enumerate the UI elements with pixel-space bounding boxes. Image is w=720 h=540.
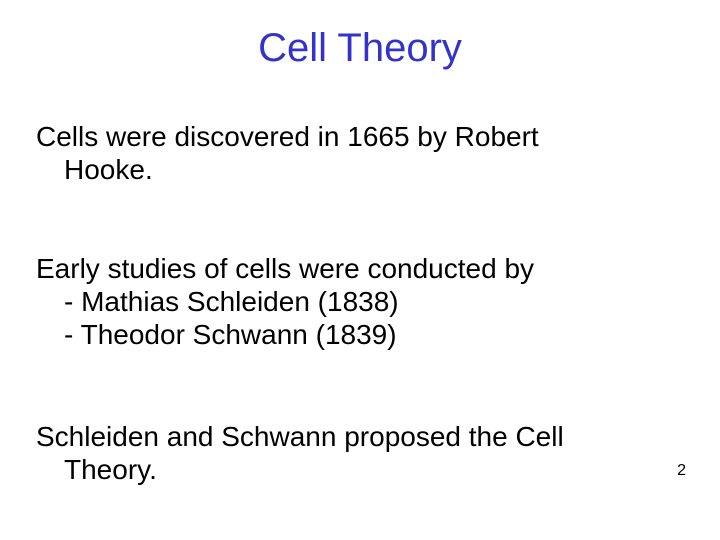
body-line: - Mathias Schleiden (1838) bbox=[36, 285, 660, 318]
body-line: - Theodor Schwann (1839) bbox=[36, 318, 660, 351]
slide-title: Cell Theory bbox=[0, 0, 720, 71]
body-line: Hooke. bbox=[36, 153, 660, 186]
body-line: Early studies of cells were conducted by bbox=[36, 252, 660, 285]
slide: Cell Theory Cells were discovered in 166… bbox=[0, 0, 720, 540]
page-number: 2 bbox=[677, 462, 686, 480]
body-block-1: Early studies of cells were conducted by… bbox=[36, 252, 660, 351]
body-line: Schleiden and Schwann proposed the Cell bbox=[36, 420, 660, 453]
body-block-2: Schleiden and Schwann proposed the Cell … bbox=[36, 420, 660, 486]
body-line: Theory. bbox=[36, 453, 660, 486]
body-line: Cells were discovered in 1665 by Robert bbox=[36, 120, 660, 153]
body-block-0: Cells were discovered in 1665 by Robert … bbox=[36, 120, 660, 186]
